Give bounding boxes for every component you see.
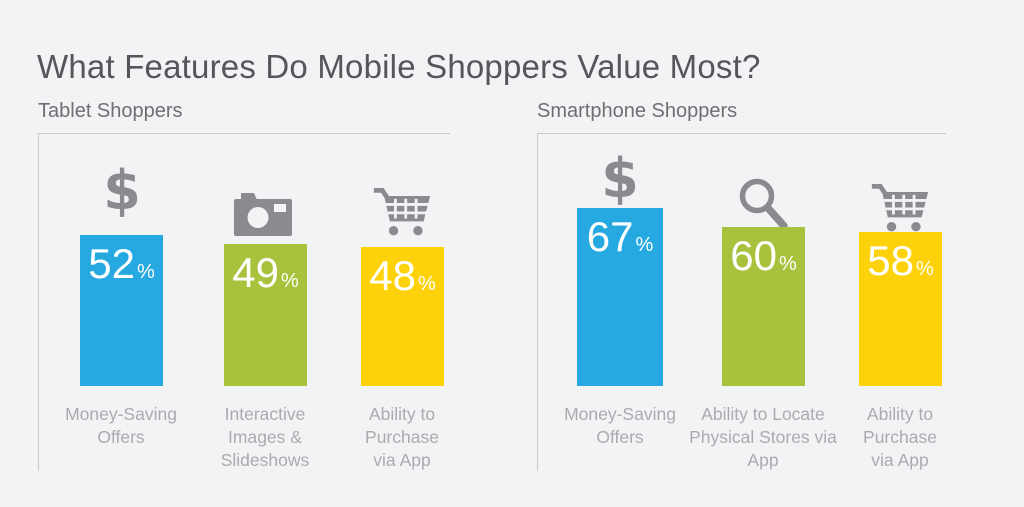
- bar-value: 60 %: [730, 232, 797, 279]
- bar-value: 58 %: [867, 237, 934, 284]
- category-label: Ability to Locate Physical Stores via Ap…: [689, 404, 837, 471]
- bar-value: 52 %: [88, 240, 155, 287]
- section-label-tablet: Tablet Shoppers: [38, 100, 183, 122]
- cart-icon: [870, 181, 930, 233]
- section-frame-tablet: [38, 133, 450, 471]
- bar-tablet-purchase-via-app: 48 %: [361, 247, 444, 386]
- page-title: What Features Do Mobile Shoppers Value M…: [37, 48, 761, 86]
- category-label: Ability to Purchase via App: [365, 404, 439, 471]
- category-label: Money-Saving Offers: [65, 404, 177, 448]
- bar-tablet-interactive-images: 49 %: [224, 244, 307, 386]
- bar-smartphone-purchase-via-app: 58 %: [859, 232, 942, 386]
- dollar-icon: $: [601, 147, 639, 210]
- bar-smartphone-money-saving-offers: 67 %: [577, 208, 663, 386]
- bar-value: 67 %: [586, 213, 654, 260]
- camera-icon: [234, 192, 296, 238]
- dollar-icon: $: [103, 159, 141, 222]
- section-frame-smartphone: [537, 133, 946, 471]
- bar-tablet-money-saving-offers: 52 %: [80, 235, 163, 386]
- category-label: Ability to Purchase via App: [863, 404, 937, 471]
- section-label-smartphone: Smartphone Shoppers: [537, 100, 738, 122]
- search-icon: [736, 177, 790, 233]
- category-label: Money-Saving Offers: [564, 404, 676, 448]
- category-label: Interactive Images & Slideshows: [220, 404, 310, 471]
- cart-icon: [372, 185, 432, 237]
- bar-value: 49 %: [232, 249, 299, 296]
- bar-value: 48 %: [369, 252, 436, 299]
- bar-smartphone-locate-stores: 60 %: [722, 227, 805, 386]
